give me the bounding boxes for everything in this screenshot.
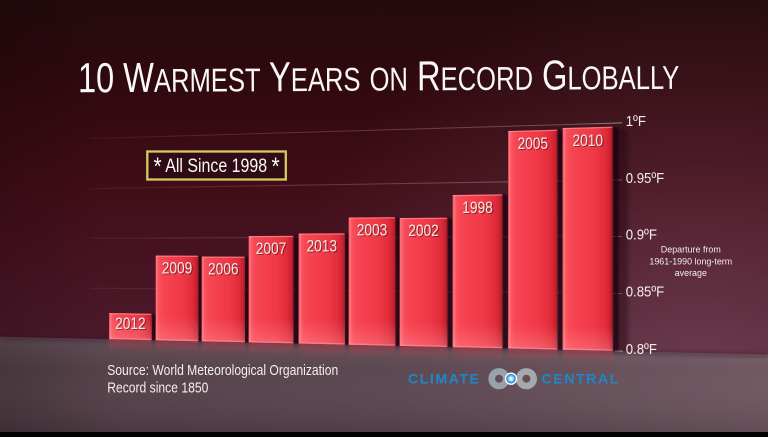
svg-text:* All Since 1998 *: * All Since 1998 * [153,152,279,180]
svg-text:2005: 2005 [517,135,548,154]
svg-text:2013: 2013 [306,237,337,256]
svg-text:1ºF: 1ºF [626,112,647,129]
svg-text:0.95ºF: 0.95ºF [626,169,665,186]
svg-text:Departure from: Departure from [661,244,721,254]
svg-text:0.8ºF: 0.8ºF [626,340,658,357]
svg-text:1961-1990 long-term: 1961-1990 long-term [649,256,732,266]
svg-text:2012: 2012 [115,315,146,334]
svg-text:average: average [675,268,707,278]
svg-text:2006: 2006 [208,260,239,279]
svg-text:2002: 2002 [408,222,439,241]
svg-text:Source: World Meteorological O: Source: World Meteorological Organizatio… [107,362,338,378]
svg-text:2009: 2009 [162,259,193,278]
svg-text:Record since 1850: Record since 1850 [107,379,209,395]
svg-text:2007: 2007 [256,240,287,259]
svg-text:2010: 2010 [572,132,603,151]
svg-text:1998: 1998 [462,199,493,218]
svg-text:CLIMATE: CLIMATE [408,372,481,388]
svg-text:0.85ºF: 0.85ºF [626,283,665,300]
svg-text:0.9ºF: 0.9ºF [626,226,658,243]
svg-text:2003: 2003 [357,221,388,240]
svg-text:CENTRAL: CENTRAL [542,372,620,388]
